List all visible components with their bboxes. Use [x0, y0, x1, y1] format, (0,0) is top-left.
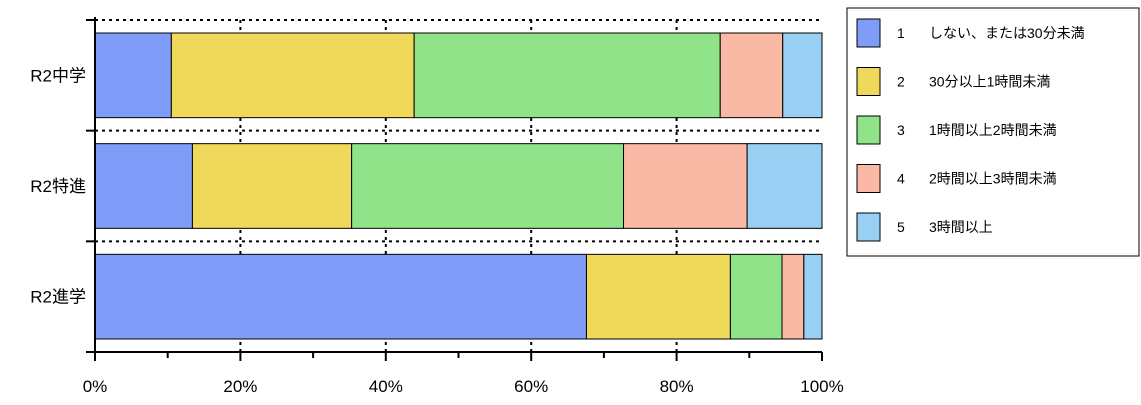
bar-segment-3-2 [585, 253, 731, 340]
category-label: R2特進 [30, 177, 86, 196]
bars-layer [94, 32, 823, 340]
legend-box [846, 7, 1140, 257]
bar-segment-1-4 [719, 32, 784, 119]
legend-key: 1 [897, 25, 905, 41]
legend-label: しない、または30分未満 [929, 25, 1085, 41]
bar-segment-1-5 [782, 32, 823, 119]
x-tick-label: 0% [83, 377, 108, 396]
legend-swatch [856, 67, 881, 96]
legend-label: 3時間以上 [929, 219, 993, 235]
bar-segment-2-3 [351, 143, 625, 229]
bar-segment-2-1 [94, 143, 193, 229]
category-label: R2進学 [30, 288, 86, 307]
legend-label: 30分以上1時間未満 [929, 74, 1050, 90]
bar-segment-1-1 [94, 32, 172, 119]
bar-segment-3-3 [729, 253, 783, 340]
legend-label: 1時間以上2時間未満 [929, 122, 1057, 138]
bar-segment-3-4 [781, 253, 805, 340]
bar-segment-3-5 [803, 253, 823, 340]
legend-swatch [856, 115, 881, 145]
grid-layer [95, 19, 822, 352]
x-tick-label: 100% [800, 377, 843, 396]
legend-key: 4 [897, 171, 905, 187]
bar-segment-2-4 [623, 143, 748, 229]
legend-key: 5 [897, 219, 905, 235]
legend-label: 2時間以上3時間未満 [929, 171, 1057, 187]
bar-segment-3-1 [94, 253, 587, 340]
legend-key: 2 [897, 74, 905, 90]
legend-swatch [856, 164, 881, 193]
bar-segment-1-2 [170, 32, 415, 119]
legend-key: 3 [897, 122, 905, 138]
x-tick-label: 60% [514, 377, 548, 396]
x-tick-label: 20% [223, 377, 257, 396]
category-label: R2中学 [30, 66, 86, 85]
x-tick-label: 40% [369, 377, 403, 396]
legend-swatch [856, 212, 881, 242]
axis-layer: R2中学 R2特進 R2進学 0% 20% 40% 60% 80% 100% [30, 17, 844, 396]
bar-segment-1-3 [413, 32, 721, 119]
legend: 1 しない、または30分未満 2 30分以上1時間未満 3 1時間以上2時間未満 4 2時間以… [846, 7, 1140, 257]
bar-segment-2-2 [191, 143, 353, 229]
x-tick-label: 80% [660, 377, 694, 396]
legend-swatch [856, 18, 881, 48]
bar-segment-2-5 [746, 143, 823, 229]
